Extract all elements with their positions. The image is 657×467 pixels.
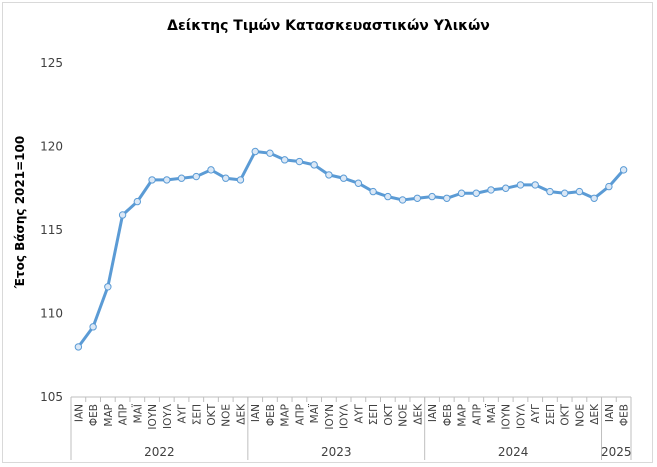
- y-tick-label: 115: [40, 223, 63, 237]
- x-tick-label: ΣΕΠ: [368, 404, 380, 425]
- data-point: [428, 192, 436, 201]
- x-tick-label: ΙΟΥΛ: [339, 403, 351, 429]
- data-point: [560, 189, 569, 197]
- data-point: [310, 161, 318, 169]
- x-tick-label: ΜΑΡ: [103, 404, 115, 427]
- data-point: [104, 283, 112, 291]
- year-label: 2024: [498, 445, 529, 459]
- x-tick-label: ΑΥΓ: [530, 404, 542, 424]
- data-point: [295, 157, 304, 166]
- x-tick-label: ΟΚΤ: [560, 403, 572, 425]
- data-point: [398, 196, 407, 204]
- x-tick-label: ΑΥΓ: [353, 404, 365, 424]
- x-tick-label: ΑΥΓ: [177, 404, 189, 424]
- data-point: [325, 171, 333, 179]
- series-points: [74, 147, 628, 351]
- chart-frame: [2, 2, 653, 463]
- data-point: [89, 323, 97, 331]
- y-tick-label: 105: [40, 390, 63, 404]
- chart-title: Δείκτης Τιμών Κατασκευαστικών Υλικών: [167, 18, 490, 34]
- y-tick-label: 120: [40, 140, 63, 154]
- data-point: [531, 181, 539, 189]
- data-point: [619, 166, 628, 174]
- x-tick-label: ΙΑΝ: [250, 404, 262, 422]
- y-tick-label: 110: [40, 307, 63, 321]
- x-tick-label: ΦΕΒ: [88, 404, 100, 426]
- x-tick-label: ΙΟΥΝ: [501, 404, 513, 430]
- x-tick-label: ΟΚΤ: [383, 403, 395, 425]
- data-point: [148, 176, 156, 184]
- data-point: [251, 147, 259, 156]
- x-tick-label: ΣΕΠ: [545, 404, 557, 425]
- x-tick-label: ΜΑΡ: [280, 404, 292, 427]
- x-tick-label: ΜΑΪ: [485, 403, 498, 423]
- x-tick-label: ΔΕΚ: [412, 403, 424, 425]
- data-point: [546, 187, 554, 196]
- x-tick-label: ΙΑΝ: [73, 404, 85, 422]
- x-tick-label: ΙΟΥΛ: [162, 403, 174, 429]
- data-point: [339, 174, 348, 182]
- data-point: [590, 194, 598, 202]
- x-tick-label: ΝΟΕ: [221, 404, 233, 427]
- data-point: [443, 194, 451, 202]
- data-point: [384, 192, 392, 201]
- x-tick-label: ΜΑΡ: [457, 404, 469, 427]
- x-tick-label: ΔΕΚ: [235, 403, 247, 425]
- data-point: [192, 172, 200, 181]
- data-point: [457, 189, 466, 197]
- x-tick-label: ΔΕΚ: [589, 403, 601, 425]
- data-point: [280, 156, 289, 164]
- x-tick-label: ΜΑΪ: [308, 403, 321, 423]
- y-tick-label: 125: [40, 56, 63, 70]
- year-label: 2023: [321, 445, 352, 459]
- data-point: [516, 181, 525, 189]
- data-point: [354, 179, 363, 187]
- x-tick-label: ΙΟΥΝ: [324, 404, 336, 430]
- data-point: [502, 184, 510, 192]
- data-point: [163, 176, 171, 184]
- data-point: [413, 194, 422, 202]
- data-point: [369, 187, 377, 196]
- y-tick-labels: 105 110 115 120 125: [40, 56, 63, 404]
- data-point: [575, 187, 584, 196]
- x-tick-label: ΜΑΪ: [131, 403, 144, 423]
- x-tick-labels: ΙΑΝ ΦΕΒ ΜΑΡ ΑΠΡ ΜΑΪ ΙΟΥΝ ΙΟΥΛ ΑΥΓ ΣΕΠ ΟΚΤ ΝΟΕ ΔΕΚ ΙΑ…: [73, 403, 630, 430]
- data-point: [472, 189, 480, 197]
- x-tick-label: ΝΟΕ: [398, 404, 410, 427]
- data-point: [222, 174, 230, 182]
- x-tick-label: ΝΟΕ: [574, 404, 586, 427]
- x-tick-label: ΙΑΝ: [427, 404, 439, 422]
- data-point: [236, 176, 245, 184]
- data-point: [266, 149, 274, 157]
- x-tick-label: ΙΟΥΛ: [515, 403, 527, 429]
- x-tick-label: ΙΟΥΝ: [147, 404, 159, 430]
- x-tick-label: ΑΠΡ: [294, 404, 306, 425]
- series-line-path: [77, 150, 625, 348]
- data-point: [207, 166, 215, 174]
- axes: [70, 396, 632, 460]
- x-tick-label: ΦΕΒ: [442, 404, 454, 426]
- year-label: 2025: [601, 445, 632, 459]
- year-label: 2022: [144, 445, 175, 459]
- year-labels: 2022 2023 2024 2025: [144, 445, 631, 459]
- data-point: [74, 343, 83, 351]
- x-tick-label: ΦΕΒ: [619, 404, 631, 426]
- x-tick-label: ΦΕΒ: [265, 404, 277, 426]
- data-point: [133, 197, 142, 206]
- data-point: [605, 182, 613, 191]
- data-point: [118, 211, 127, 219]
- x-tick-label: ΙΑΝ: [604, 404, 616, 422]
- series-line: [77, 150, 625, 348]
- data-point: [177, 174, 186, 182]
- x-tick-label: ΑΠΡ: [118, 404, 130, 425]
- x-tick-label: ΟΚΤ: [206, 403, 218, 425]
- x-tick-label: ΣΕΠ: [191, 404, 203, 425]
- x-tick-label: ΑΠΡ: [471, 404, 483, 425]
- data-point: [487, 186, 495, 194]
